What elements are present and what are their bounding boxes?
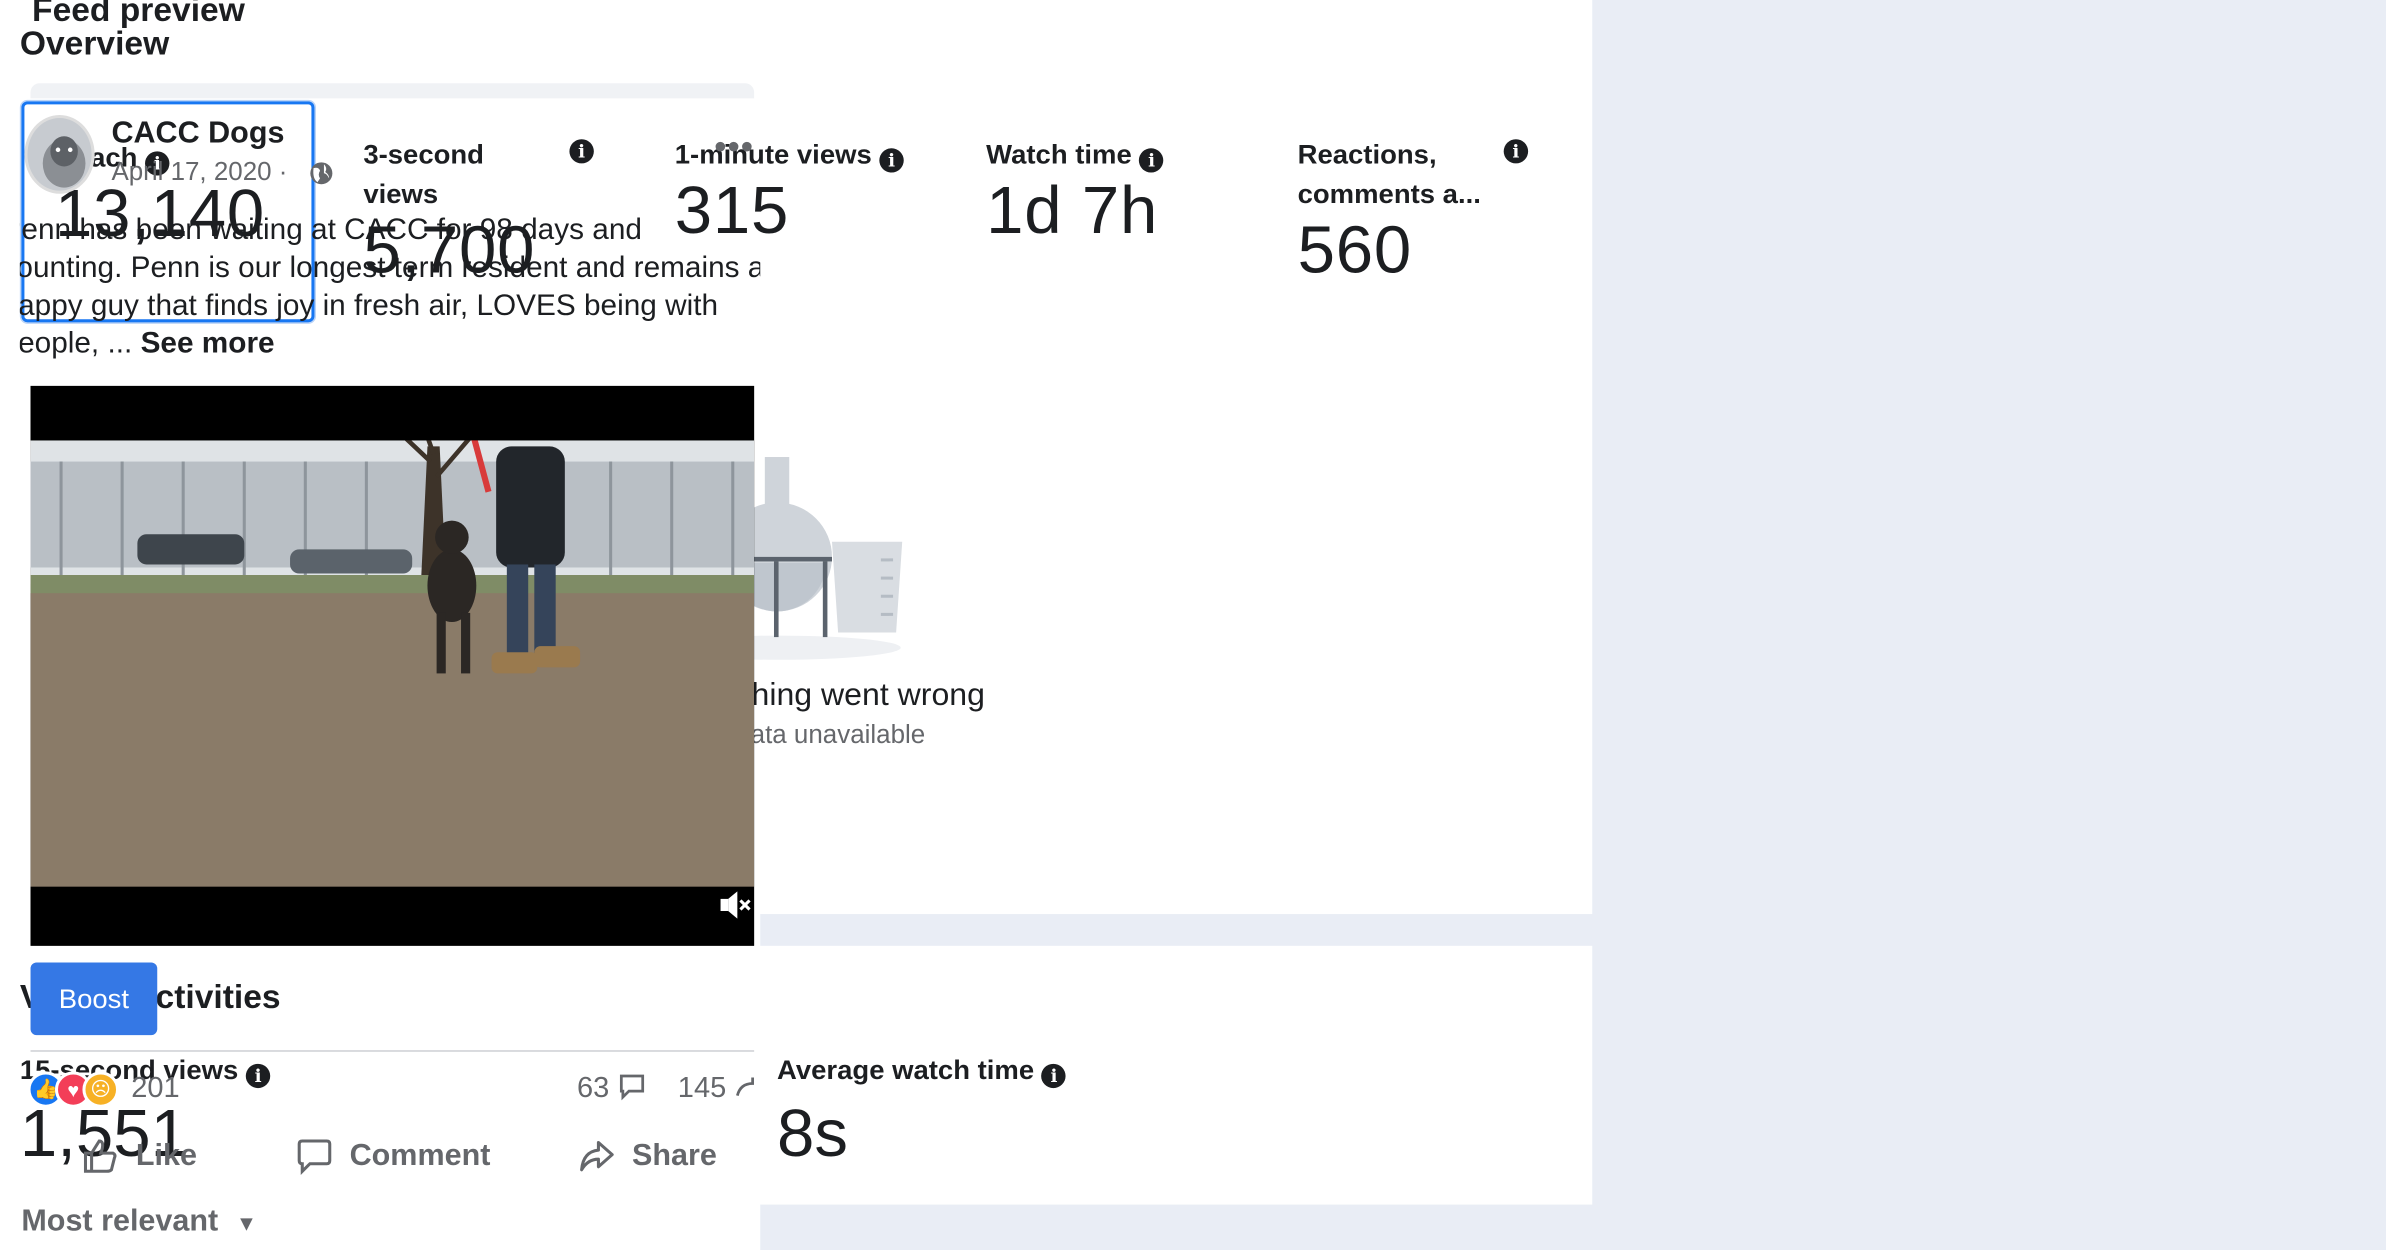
metric-value: 13,140 <box>54 177 265 252</box>
reaction-count: 201 <box>131 1072 180 1105</box>
share-label: Share <box>632 1138 717 1173</box>
see-more-link[interactable]: See more <box>140 326 275 361</box>
info-icon[interactable]: i <box>145 151 170 176</box>
metric-label: Watch time <box>986 139 1132 170</box>
post-date[interactable]: April 17, 2020 · <box>111 157 288 187</box>
metric-label: Average watch time <box>777 1054 1035 1086</box>
video-frame <box>30 385 755 946</box>
metric-value: 560 <box>1297 213 1412 288</box>
page-avatar[interactable] <box>24 115 95 194</box>
metric-average-watch-time-label: Average watch time i <box>777 1054 1067 1089</box>
share-arrow-icon <box>735 1077 754 1097</box>
info-icon[interactable]: i <box>245 1063 271 1089</box>
comment-button[interactable]: Comment <box>295 1132 491 1180</box>
globe-icon <box>310 162 333 185</box>
metric-watch-time[interactable]: Watch time i 1d 7h <box>956 101 1249 322</box>
metric-label: 1-minute views <box>674 139 872 170</box>
post-body: Penn has been waiting at CACC for 98 day… <box>19 213 760 361</box>
page-name-link[interactable]: CACC Dogs <box>111 116 285 150</box>
like-label: Like <box>135 1138 197 1173</box>
info-icon[interactable]: i <box>569 139 594 164</box>
share-count[interactable]: 145 <box>678 1071 756 1106</box>
comment-count-value: 63 <box>577 1072 610 1105</box>
metric-label: 3-second views <box>363 139 484 209</box>
metric-value: 8s <box>777 1097 849 1172</box>
comment-bubble-icon <box>620 1074 645 1101</box>
viewer-activities-panel: Viewer activities 15-second views i 1,55… <box>0 945 1593 1205</box>
info-icon[interactable]: i <box>1041 1063 1067 1089</box>
info-icon[interactable]: i <box>879 148 904 173</box>
comment-label: Comment <box>349 1138 491 1173</box>
metric-value: 5,700 <box>363 213 536 288</box>
share-button[interactable]: Share <box>577 1132 717 1180</box>
metric-reach[interactable]: Reach i 13,140 <box>21 101 315 323</box>
caret-down-icon: ▼ <box>235 1210 258 1235</box>
share-count-value: 145 <box>677 1072 727 1105</box>
comment-icon <box>297 1139 332 1175</box>
mute-icon[interactable] <box>718 888 752 921</box>
video-player[interactable] <box>30 385 755 946</box>
share-icon <box>580 1141 614 1172</box>
boost-button[interactable]: Boost <box>30 962 158 1036</box>
more-options-icon[interactable]: ••• <box>714 127 755 165</box>
divider <box>30 1050 755 1052</box>
metric-3-second-views[interactable]: 3-second views i 5,700 <box>333 101 626 322</box>
sad-reaction-icon: ☹ <box>82 1071 120 1108</box>
comment-sort-dropdown[interactable]: Most relevant ▼ <box>21 1205 257 1240</box>
metric-value: 1d 7h <box>986 174 1159 249</box>
metric-value: 315 <box>674 174 790 249</box>
sort-label: Most relevant <box>21 1204 219 1238</box>
thumbs-up-icon <box>83 1139 117 1173</box>
post-text: Penn has been waiting at CACC for 98 day… <box>20 212 760 363</box>
card-top-edge <box>30 83 755 99</box>
reactions-summary[interactable]: 👍 ♥ ☹ 201 <box>27 1068 180 1110</box>
comment-count[interactable]: 63 <box>577 1071 648 1106</box>
info-icon[interactable]: i <box>1139 148 1164 173</box>
metric-reactions-comments[interactable]: Reactions, comments a... i 560 <box>1267 101 1572 322</box>
metric-1-minute-views[interactable]: 1-minute views i 315 <box>644 101 937 322</box>
metric-value: 1,551 <box>19 1097 188 1172</box>
feed-preview-title: Feed preview <box>32 0 245 29</box>
info-icon[interactable]: i <box>1503 139 1529 164</box>
like-button[interactable]: Like <box>81 1132 197 1180</box>
overview-title: Overview <box>19 24 170 63</box>
metric-label: Reactions, comments a... <box>1297 139 1481 209</box>
